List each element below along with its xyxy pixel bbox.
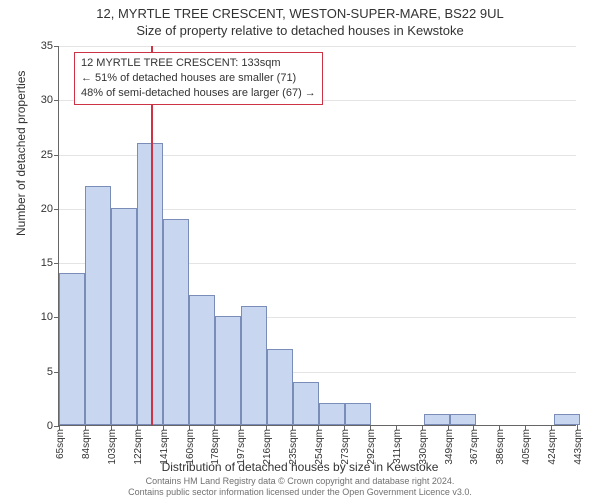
footer-attribution: Contains HM Land Registry data © Crown c… (0, 476, 600, 499)
y-tick-label: 0 (47, 420, 53, 432)
y-tick (54, 46, 59, 47)
annotation-line: ← 51% of detached houses are smaller (71… (81, 71, 316, 86)
page-title: 12, MYRTLE TREE CRESCENT, WESTON-SUPER-M… (0, 0, 600, 21)
x-tick-label: 65sqm (55, 429, 66, 459)
histogram-bar (450, 414, 476, 425)
annotation-line: 12 MYRTLE TREE CRESCENT: 133sqm (81, 56, 316, 71)
histogram-bar (241, 306, 267, 425)
y-tick (54, 263, 59, 264)
histogram-bar (137, 143, 163, 425)
y-axis-title: Number of detached properties (14, 71, 28, 236)
histogram-bar (293, 382, 319, 425)
footer-line: Contains HM Land Registry data © Crown c… (0, 476, 600, 487)
y-tick-label: 15 (41, 257, 53, 269)
annotation-box: 12 MYRTLE TREE CRESCENT: 133sqm ← 51% of… (74, 52, 323, 105)
x-axis-title: Distribution of detached houses by size … (0, 460, 600, 474)
y-tick-label: 35 (41, 40, 53, 52)
histogram-bar (163, 219, 189, 425)
x-tick-label: 311sqm (392, 429, 403, 464)
y-tick (54, 100, 59, 101)
gridline (59, 46, 576, 47)
histogram-bar (267, 349, 293, 425)
y-tick (54, 209, 59, 210)
histogram-bar (59, 273, 85, 425)
page-subtitle: Size of property relative to detached ho… (0, 21, 600, 38)
y-tick-label: 25 (41, 149, 53, 161)
y-tick-label: 30 (41, 94, 53, 106)
annotation-line: 48% of semi-detached houses are larger (… (81, 86, 316, 101)
histogram-bar (345, 403, 371, 425)
histogram-chart: 0510152025303565sqm84sqm103sqm122sqm141s… (58, 46, 576, 426)
y-tick-label: 20 (41, 203, 53, 215)
x-tick-label: 84sqm (81, 429, 92, 459)
histogram-bar (319, 403, 345, 425)
histogram-bar (215, 316, 241, 425)
histogram-bar (424, 414, 450, 425)
histogram-bar (189, 295, 215, 425)
footer-line: Contains public sector information licen… (0, 487, 600, 498)
histogram-bar (85, 186, 111, 425)
y-tick-label: 10 (41, 311, 53, 323)
plot-area: 0510152025303565sqm84sqm103sqm122sqm141s… (58, 46, 576, 426)
y-tick (54, 155, 59, 156)
histogram-bar (554, 414, 580, 425)
histogram-bar (111, 208, 137, 425)
y-tick-label: 5 (47, 366, 53, 378)
